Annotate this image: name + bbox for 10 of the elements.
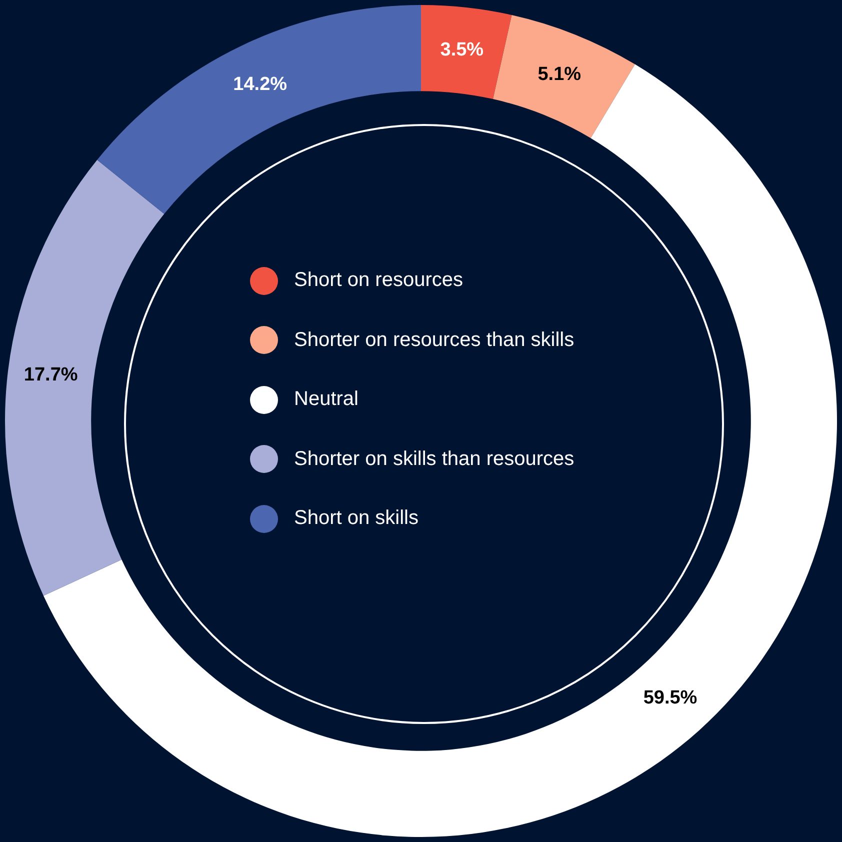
data-label: 5.1% <box>538 64 582 85</box>
legend-label: Short on skills <box>294 507 418 530</box>
legend-label: Neutral <box>294 388 358 412</box>
legend-label: Shorter on resources than skills <box>294 328 574 352</box>
data-label: 59.5% <box>643 688 698 709</box>
data-label: 3.5% <box>440 40 484 61</box>
legend-label: Shorter on skills than resources <box>294 448 574 471</box>
legend-label: Short on resources <box>294 269 463 292</box>
data-label: 17.7% <box>24 364 78 386</box>
data-label: 14.2% <box>233 74 288 95</box>
